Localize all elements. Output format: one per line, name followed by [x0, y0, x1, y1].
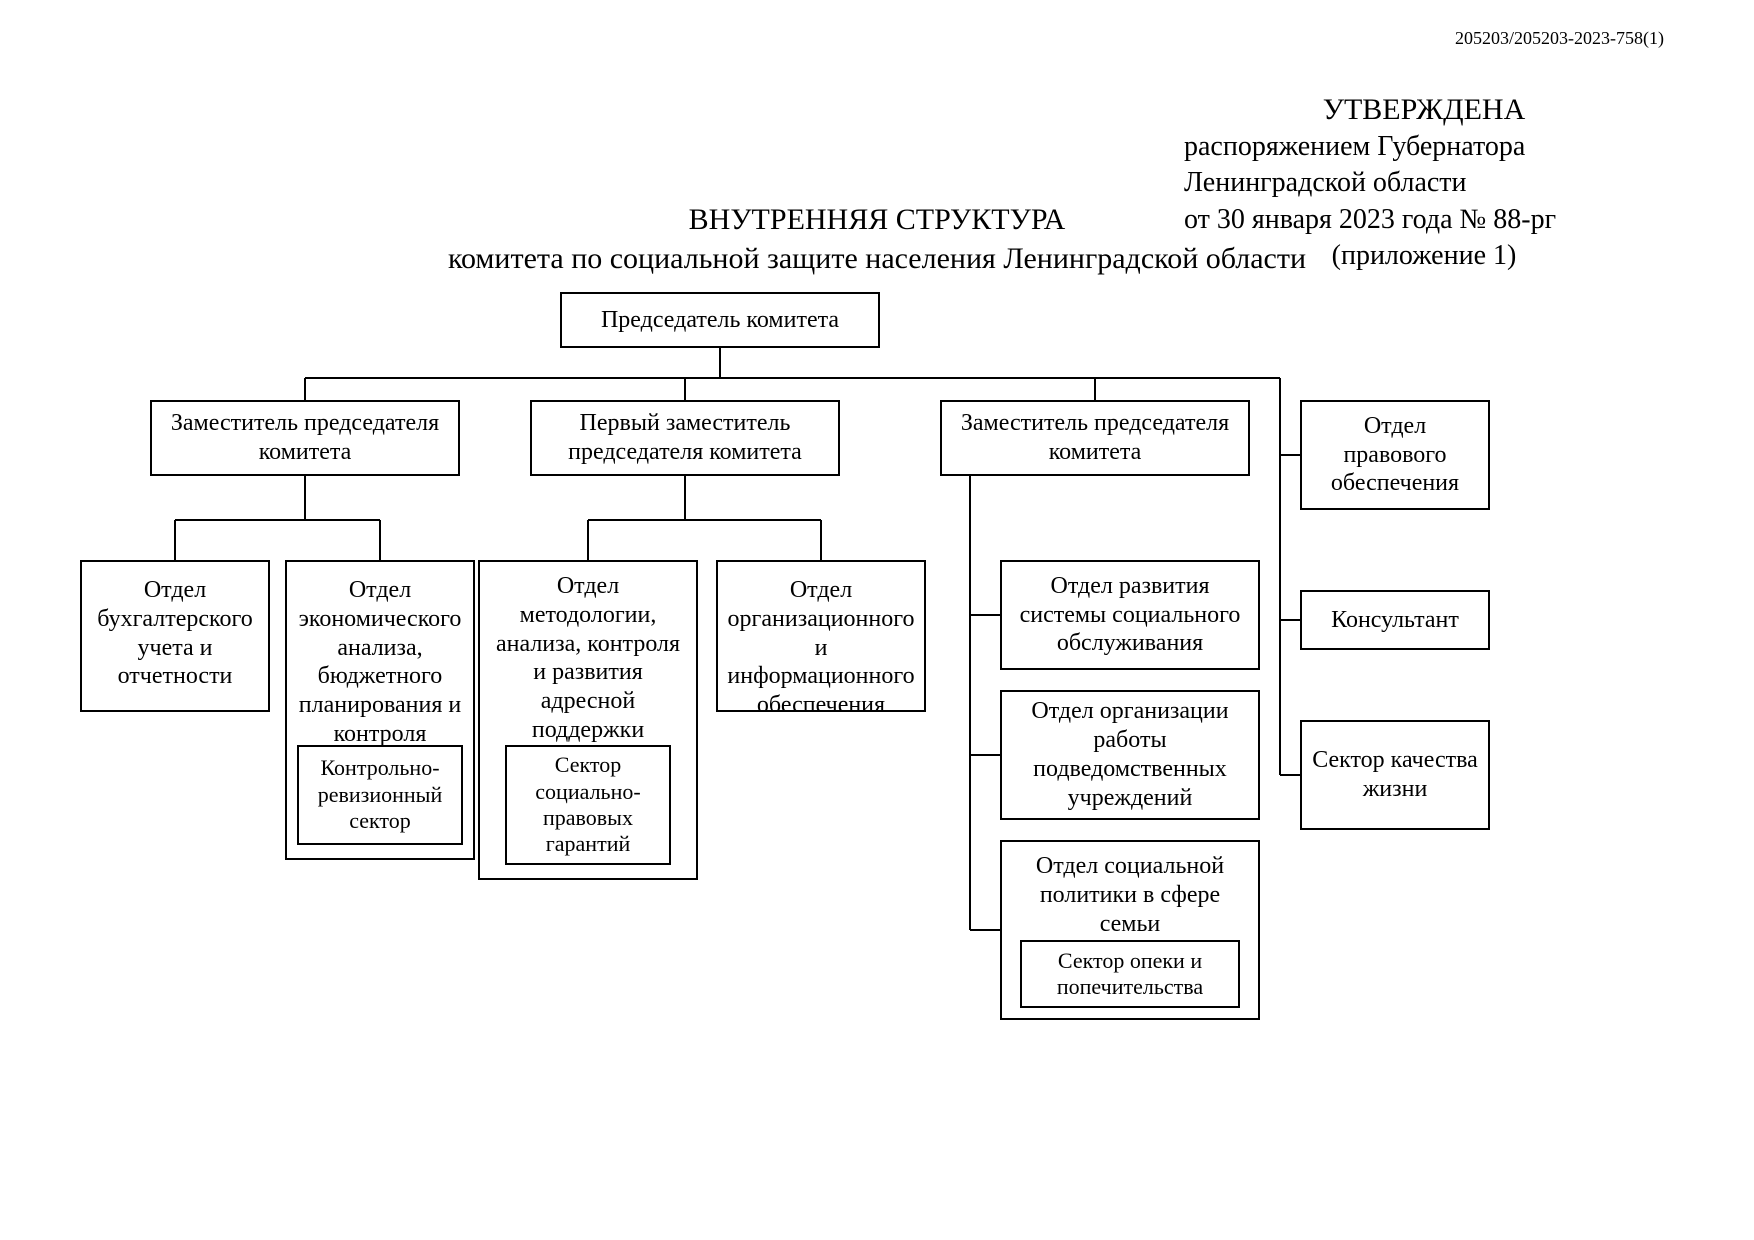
node-d1a: Отдел бухгалтерского учета и отчетности: [80, 560, 270, 712]
node-d3a: Отдел развития системы социального обслу…: [1000, 560, 1260, 670]
node-right-3: Сектор качества жизни: [1300, 720, 1490, 830]
node-d2b: Отдел организационного и информационного…: [716, 560, 926, 712]
subnode-d2a: Сектор социально-правовых гарантий: [505, 745, 671, 865]
document-id: 205203/205203-2023-758(1): [1455, 28, 1664, 49]
node-d3b: Отдел организации работы подведомственны…: [1000, 690, 1260, 820]
title-line-2: комитета по социальной защите населения …: [0, 239, 1754, 278]
node-deputy-3: Заместитель председателя комитета: [940, 400, 1250, 476]
node-right-2: Консультант: [1300, 590, 1490, 650]
approval-line: Ленинградской области: [1184, 165, 1664, 201]
node-d1b-label: Отдел экономического анализа, бюджетного…: [297, 576, 463, 749]
node-d3c-label: Отдел социальной политики в сфере семьи: [1012, 852, 1248, 938]
approval-header: УТВЕРЖДЕНА: [1184, 90, 1664, 129]
node-d2a-label: Отдел методологии, анализа, контроля и р…: [490, 572, 686, 774]
approval-line: распоряжением Губернатора: [1184, 129, 1664, 165]
title-block: ВНУТРЕННЯЯ СТРУКТУРА комитета по социаль…: [0, 200, 1754, 278]
title-line-1: ВНУТРЕННЯЯ СТРУКТУРА: [0, 200, 1754, 239]
node-deputy-2: Первый заместитель председателя комитета: [530, 400, 840, 476]
page: 205203/205203-2023-758(1) УТВЕРЖДЕНА рас…: [0, 0, 1754, 1240]
node-deputy-1: Заместитель председателя комитета: [150, 400, 460, 476]
node-root: Председатель комитета: [560, 292, 880, 348]
node-right-1: Отдел правового обеспечения: [1300, 400, 1490, 510]
subnode-d1b: Контрольно-ревизионный сектор: [297, 745, 463, 845]
subnode-d3c: Сектор опеки и попечительства: [1020, 940, 1240, 1008]
